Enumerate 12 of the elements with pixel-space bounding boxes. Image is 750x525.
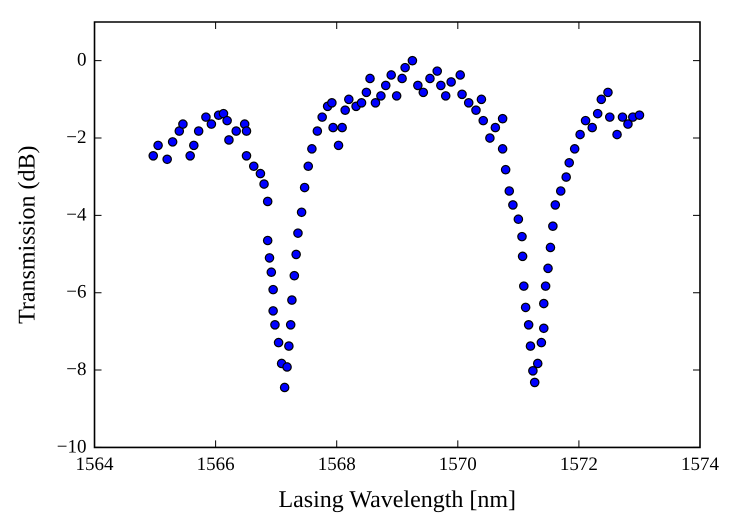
y-tick-label: 0 (77, 50, 87, 71)
x-tick-label: 1572 (560, 454, 598, 475)
y-tick-label: −4 (66, 204, 88, 226)
x-axis-title: Lasing Wavelength [nm] (278, 486, 516, 513)
x-tick-label: 1574 (681, 454, 720, 475)
x-tick-label: 1570 (438, 454, 477, 475)
y-axis-title: Transmission (dB) (14, 145, 41, 324)
y-tick-label: −8 (66, 359, 87, 380)
x-tick-label: 1568 (318, 454, 356, 475)
x-tick-label: 1566 (196, 454, 235, 475)
y-tick-label: −6 (66, 282, 87, 303)
y-tick-label: −2 (66, 127, 87, 148)
